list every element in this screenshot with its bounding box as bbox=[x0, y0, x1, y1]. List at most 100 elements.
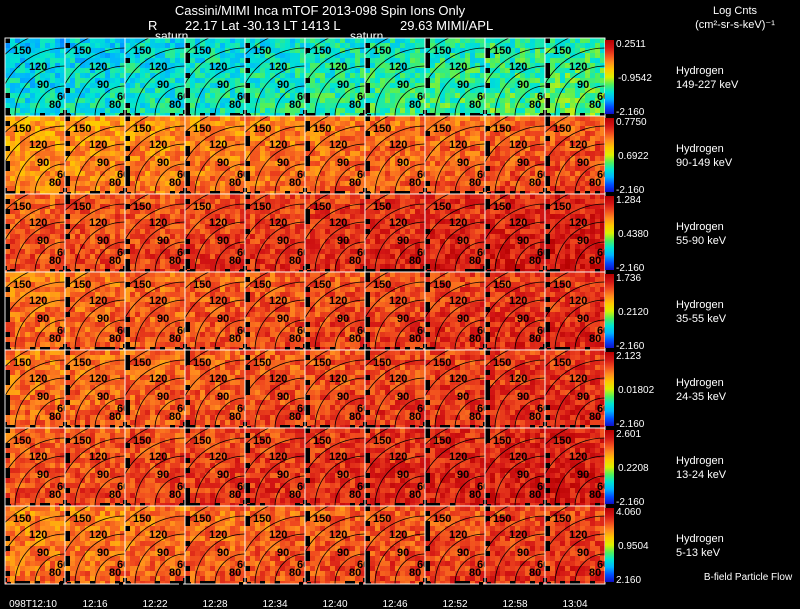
contour-label: 90 bbox=[337, 157, 349, 169]
contour-label: 120 bbox=[29, 139, 47, 151]
contour-label: 60 bbox=[237, 559, 249, 571]
contour-label: 120 bbox=[329, 373, 347, 385]
contour-label: 60 bbox=[597, 481, 609, 493]
contour-label: 90 bbox=[97, 79, 109, 91]
contour-label: 80 bbox=[289, 333, 301, 345]
contour-label: 90 bbox=[397, 391, 409, 403]
contour-label: 90 bbox=[457, 391, 469, 403]
contour-label: 60 bbox=[117, 325, 129, 337]
contour-label: 90 bbox=[397, 235, 409, 247]
contour-label: 150 bbox=[493, 279, 511, 291]
contour-label: 60 bbox=[117, 247, 129, 259]
contour-label: 60 bbox=[237, 481, 249, 493]
contour-label: 80 bbox=[589, 99, 601, 111]
time-axis: 098T12:10 12:16 12:22 12:28 12:34 12:40 12:46 1… bbox=[9, 599, 588, 609]
row-species-label: Hydrogen bbox=[676, 221, 724, 233]
contour-label: 60 bbox=[597, 403, 609, 415]
contour-label: 120 bbox=[209, 529, 227, 541]
time-tick-label: 12:16 bbox=[82, 599, 107, 609]
contour-label: 150 bbox=[13, 513, 31, 525]
contour-label: 120 bbox=[449, 451, 467, 463]
time-tick-label: 12:58 bbox=[502, 599, 527, 609]
contour-label: 90 bbox=[337, 391, 349, 403]
contour-label: 60 bbox=[177, 325, 189, 337]
contour-label: 150 bbox=[313, 45, 331, 57]
contour-label: 80 bbox=[169, 255, 181, 267]
contour-label: 120 bbox=[269, 451, 287, 463]
contour-label: 120 bbox=[89, 373, 107, 385]
contour-label: 90 bbox=[577, 157, 589, 169]
contour-label: 120 bbox=[89, 139, 107, 151]
contour-label: 150 bbox=[313, 201, 331, 213]
contour-label: 120 bbox=[509, 61, 527, 73]
contour-label: 150 bbox=[433, 513, 451, 525]
colorbar-mid: 0.01802 bbox=[618, 385, 655, 396]
contour-label: 60 bbox=[177, 481, 189, 493]
colorbar bbox=[605, 118, 614, 192]
contour-label: 150 bbox=[13, 201, 31, 213]
contour-label: 150 bbox=[133, 45, 151, 57]
contour-label: 90 bbox=[577, 79, 589, 91]
contour-label: 60 bbox=[537, 247, 549, 259]
row-energy-label: 149-227 keV bbox=[676, 79, 739, 91]
contour-label: 60 bbox=[177, 91, 189, 103]
contour-label: 80 bbox=[469, 333, 481, 345]
contour-label: 150 bbox=[193, 435, 211, 447]
contour-label: 60 bbox=[597, 91, 609, 103]
contour-label: 80 bbox=[109, 333, 121, 345]
contour-label: 90 bbox=[37, 547, 49, 559]
contour-label: 150 bbox=[253, 279, 271, 291]
legend-units-line2: (cm²-sr-s-keV)⁻¹ bbox=[695, 19, 775, 31]
contour-label: 60 bbox=[57, 247, 69, 259]
contour-label: 60 bbox=[357, 481, 369, 493]
contour-label: 80 bbox=[169, 333, 181, 345]
contour-label: 80 bbox=[409, 177, 421, 189]
contour-label: 120 bbox=[29, 295, 47, 307]
contour-label: 60 bbox=[597, 169, 609, 181]
contour-label: 90 bbox=[217, 157, 229, 169]
ephemeris-label: R bbox=[148, 18, 157, 33]
contour-label: 60 bbox=[477, 481, 489, 493]
contour-label: 90 bbox=[397, 547, 409, 559]
contour-label: 60 bbox=[477, 403, 489, 415]
colorbar-mid: 0.2120 bbox=[618, 307, 649, 318]
contour-label: 150 bbox=[73, 435, 91, 447]
contour-label: 90 bbox=[157, 313, 169, 325]
time-tick-label: 12:46 bbox=[382, 599, 407, 609]
contour-label: 120 bbox=[329, 295, 347, 307]
contour-label: 80 bbox=[169, 411, 181, 423]
contour-label: 150 bbox=[13, 279, 31, 291]
contour-label: 80 bbox=[469, 489, 481, 501]
contour-label: 150 bbox=[13, 357, 31, 369]
contour-label: 60 bbox=[537, 169, 549, 181]
contour-label: 150 bbox=[553, 279, 571, 291]
contour-label: 80 bbox=[169, 177, 181, 189]
contour-label: 60 bbox=[357, 325, 369, 337]
contour-label: 120 bbox=[209, 217, 227, 229]
time-tick-label: 13:04 bbox=[562, 599, 587, 609]
contour-label: 60 bbox=[597, 325, 609, 337]
contour-label: 60 bbox=[417, 91, 429, 103]
colorbar-max: 2.601 bbox=[616, 429, 641, 440]
contour-label: 150 bbox=[493, 45, 511, 57]
contour-label: 90 bbox=[457, 547, 469, 559]
colorbar-mid: 0.6922 bbox=[618, 151, 649, 162]
contour-label: 120 bbox=[29, 373, 47, 385]
contour-label: 120 bbox=[389, 295, 407, 307]
contour-label: 90 bbox=[577, 547, 589, 559]
contour-label: 60 bbox=[177, 403, 189, 415]
